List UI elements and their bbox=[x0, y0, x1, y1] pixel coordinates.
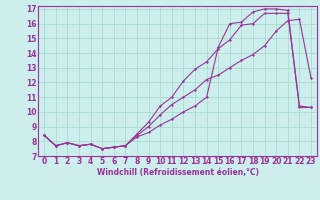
X-axis label: Windchill (Refroidissement éolien,°C): Windchill (Refroidissement éolien,°C) bbox=[97, 168, 259, 177]
